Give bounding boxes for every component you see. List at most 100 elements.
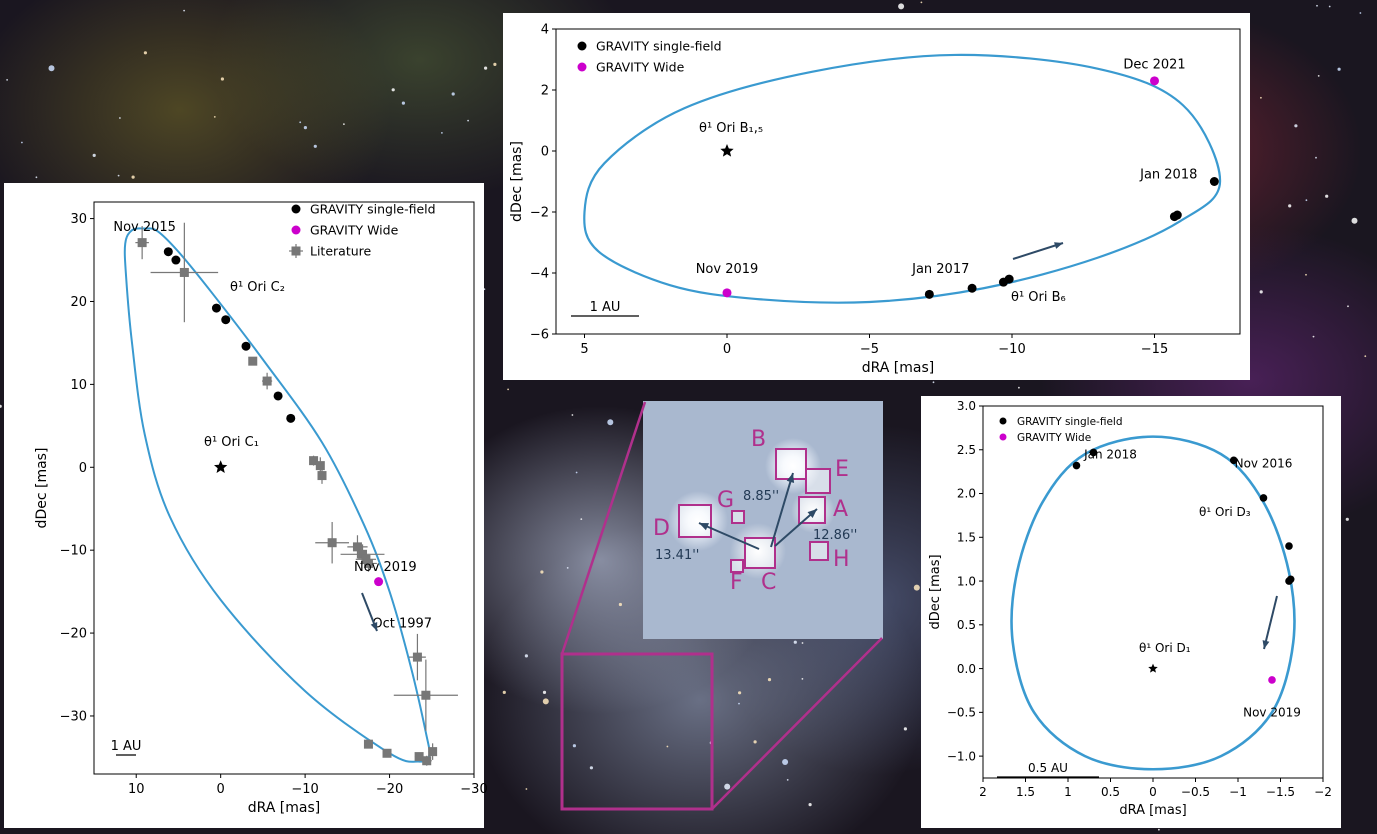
gravity-single-field-point: [1072, 461, 1081, 470]
legend-entry: GRAVITY single-field: [310, 202, 436, 217]
gravity-single-field-point: [924, 289, 934, 299]
scale-bar-label: 1 AU: [590, 300, 621, 315]
y-axis-label: dDec [mas]: [928, 554, 943, 629]
star-point: [618, 602, 623, 607]
star-point: [575, 471, 578, 474]
date-annotation: Nov 2019: [1243, 706, 1301, 720]
star-point: [738, 702, 740, 705]
separation-label: 12.86'': [813, 528, 857, 543]
star-box: [775, 448, 807, 480]
legend-marker: [999, 417, 1007, 425]
orbit-curve: [1010, 435, 1296, 771]
star-point: [493, 62, 497, 66]
gravity-single-field-point: [998, 277, 1008, 287]
gravity-single-field-point: [273, 391, 283, 401]
gravity-wide-point: [1268, 676, 1276, 684]
gravity-single-field-point: [163, 247, 173, 257]
y-tick-label: 0.0: [957, 662, 976, 676]
star-point: [1345, 517, 1349, 521]
star-box: [730, 559, 744, 573]
plot-frame: [555, 28, 1241, 335]
star-box: [744, 537, 776, 569]
gravity-wide-point: [1150, 76, 1159, 86]
x-tick-label: 2: [979, 785, 987, 799]
x-tick-label: 0: [723, 342, 731, 357]
separation-arrow: [698, 522, 760, 550]
star-point: [903, 727, 908, 731]
star-point: [1364, 355, 1367, 358]
star-label-D: D: [653, 516, 670, 541]
primary-star-label: θ¹ Ori D₁: [1139, 641, 1191, 655]
cluster-zoom-inset: B E A G D C F H 8.85'' 12.86'' 13.41'': [643, 401, 883, 639]
motion-arrowhead: [1262, 640, 1270, 649]
zoom-source-box: [560, 652, 714, 811]
x-tick-label: −15: [1141, 342, 1168, 357]
chart-c-svg: 10 0 −10 −20 −30 30 20 10 0 −10 −20 −30 dRA [mas] dDe…: [34, 201, 488, 816]
star-point: [117, 174, 120, 177]
x-tick-label: −1: [1229, 785, 1247, 799]
star-point: [898, 3, 905, 10]
star-label-F: F: [730, 570, 743, 595]
gravity-single-field-point: [221, 315, 231, 325]
star-point: [484, 66, 488, 70]
star-point: [1316, 4, 1318, 7]
gravity-single-field-point: [286, 413, 296, 423]
x-axis-label: dRA [mas]: [862, 360, 935, 376]
y-tick-label: 2.5: [957, 443, 976, 457]
star-point: [607, 419, 614, 426]
literature-point: [317, 471, 327, 481]
literature-point: [137, 238, 147, 248]
x-tick-label: 1: [1064, 785, 1072, 799]
legend-entry: GRAVITY Wide: [310, 223, 399, 238]
separation-arrow: [770, 472, 794, 548]
legend-marker: [291, 225, 301, 235]
gravity-wide-point: [722, 288, 732, 298]
star-point: [213, 116, 216, 118]
x-tick-label: −0.5: [1181, 785, 1210, 799]
star-point: [299, 121, 302, 124]
star-point: [220, 77, 224, 81]
literature-point: [262, 376, 272, 386]
star-point: [313, 144, 317, 148]
x-tick-label: −20: [376, 782, 403, 797]
star-point: [183, 9, 186, 12]
star-point: [767, 678, 772, 682]
star-point: [6, 79, 8, 81]
star-point: [507, 388, 509, 391]
primary-star-marker: [214, 460, 228, 473]
literature-point: [421, 690, 431, 700]
star-point: [1158, 828, 1160, 831]
y-tick-label: 30: [70, 212, 87, 227]
date-annotation: Nov 2016: [1235, 456, 1293, 470]
primary-star-label: θ¹ Ori C₁: [204, 435, 259, 450]
literature-point: [363, 558, 373, 568]
scale-bar-label: 1 AU: [111, 739, 142, 754]
y-tick-label: −30: [60, 710, 87, 725]
motion-arrow: [1012, 242, 1064, 260]
star-point: [451, 92, 455, 96]
y-axis-label: dDec [mas]: [509, 141, 525, 222]
scale-bar-label: 0.5 AU: [1028, 761, 1068, 775]
plot-frame: [93, 201, 475, 775]
star-point: [143, 51, 147, 55]
star-point: [0, 404, 2, 408]
y-tick-label: −1.0: [947, 749, 976, 763]
y-tick-label: −6: [530, 328, 549, 343]
motion-arrow: [1263, 595, 1278, 650]
separation-label: 13.41'': [655, 548, 699, 563]
star-point: [932, 381, 935, 384]
star-label-A: A: [833, 497, 848, 522]
gravity-wide-point: [374, 577, 384, 587]
star-point: [1305, 273, 1307, 276]
y-tick-label: 2.0: [957, 487, 976, 501]
literature-point: [363, 739, 373, 749]
star-point: [391, 88, 395, 92]
gravity-single-field-point: [1209, 177, 1219, 186]
x-tick-label: 1.5: [1016, 785, 1035, 799]
star-point: [467, 119, 469, 122]
star-point: [1260, 96, 1262, 99]
primary-star-marker: [720, 144, 734, 157]
date-annotation: Nov 2015: [113, 220, 176, 235]
star-point: [1337, 67, 1341, 71]
gravity-single-field-point: [171, 255, 181, 265]
